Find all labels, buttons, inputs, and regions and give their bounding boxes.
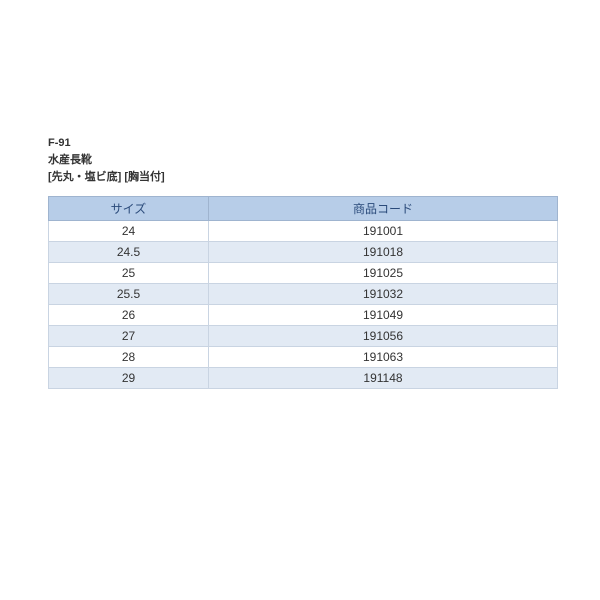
cell-size: 24.5 <box>49 242 209 263</box>
table-row: 24 191001 <box>49 221 558 242</box>
table-row: 27 191056 <box>49 326 558 347</box>
cell-code: 191148 <box>209 368 558 389</box>
cell-size: 25.5 <box>49 284 209 305</box>
table-row: 25 191025 <box>49 263 558 284</box>
spec-table: サイズ 商品コード 24 191001 24.5 191018 25 19102… <box>48 196 558 389</box>
cell-code: 191001 <box>209 221 558 242</box>
page: F-91 水産長靴 [先丸・塩ビ底] [胸当付] サイズ 商品コード 24 19… <box>0 0 600 600</box>
table-row: 24.5 191018 <box>49 242 558 263</box>
product-spec-line: [先丸・塩ビ底] [胸当付] <box>48 169 580 186</box>
table-row: 25.5 191032 <box>49 284 558 305</box>
cell-size: 27 <box>49 326 209 347</box>
cell-size: 28 <box>49 347 209 368</box>
cell-size: 26 <box>49 305 209 326</box>
cell-size: 25 <box>49 263 209 284</box>
cell-code: 191025 <box>209 263 558 284</box>
product-name: 水産長靴 <box>48 152 580 169</box>
cell-code: 191056 <box>209 326 558 347</box>
cell-code: 191049 <box>209 305 558 326</box>
table-row: 29 191148 <box>49 368 558 389</box>
cell-code: 191032 <box>209 284 558 305</box>
col-header-size: サイズ <box>49 197 209 221</box>
table-row: 28 191063 <box>49 347 558 368</box>
table-row: 26 191049 <box>49 305 558 326</box>
cell-code: 191018 <box>209 242 558 263</box>
col-header-code: 商品コード <box>209 197 558 221</box>
product-header: F-91 水産長靴 [先丸・塩ビ底] [胸当付] <box>48 135 580 186</box>
table-header-row: サイズ 商品コード <box>49 197 558 221</box>
cell-size: 29 <box>49 368 209 389</box>
cell-size: 24 <box>49 221 209 242</box>
product-model: F-91 <box>48 135 580 152</box>
cell-code: 191063 <box>209 347 558 368</box>
